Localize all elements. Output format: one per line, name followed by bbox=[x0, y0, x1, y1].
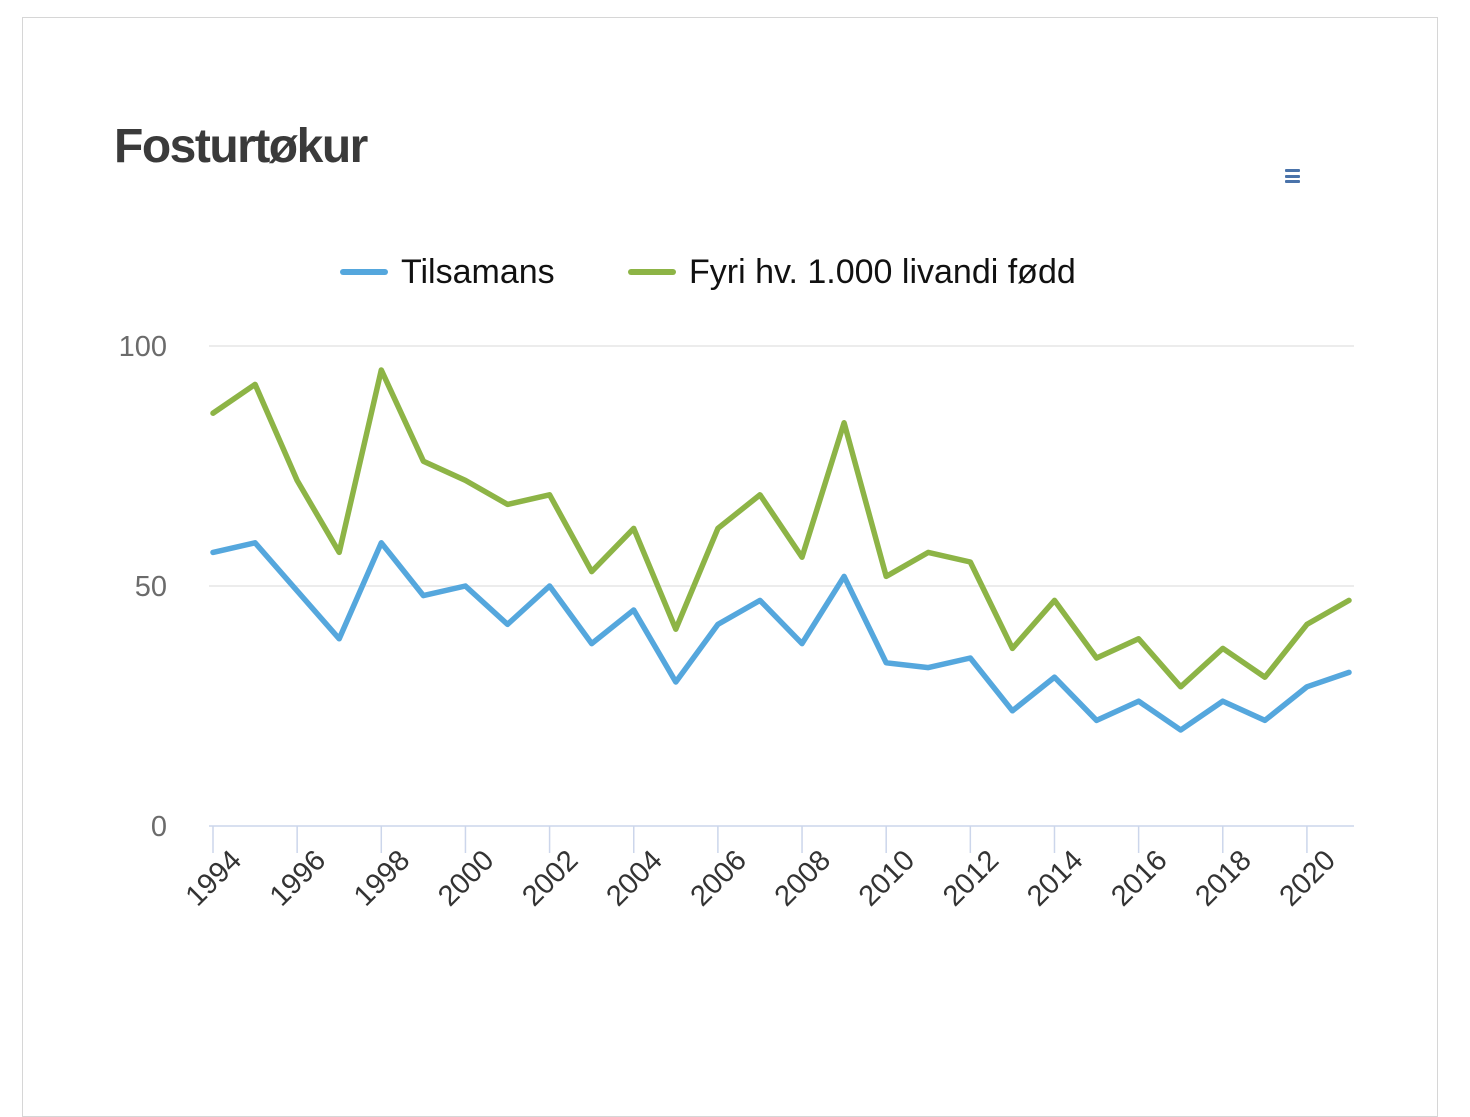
x-axis-label: 1994 bbox=[180, 844, 248, 912]
x-axis-label: 1996 bbox=[264, 844, 332, 912]
hamburger-icon-bar bbox=[1284, 174, 1300, 178]
x-axis-label: 2014 bbox=[1021, 844, 1089, 912]
x-axis-label: 2006 bbox=[685, 844, 753, 912]
legend-item-rate[interactable]: Fyri hv. 1.000 livandi fødd bbox=[628, 252, 1076, 292]
x-axis-label: 2018 bbox=[1189, 844, 1257, 912]
series-line-tilsamans bbox=[210, 540, 1352, 733]
x-axis-label: 1998 bbox=[348, 844, 416, 912]
x-axis-label: 2008 bbox=[769, 844, 837, 912]
legend-swatch-tilsamans bbox=[340, 269, 388, 275]
x-axis-label: 2010 bbox=[853, 844, 921, 912]
legend-label-rate: Fyri hv. 1.000 livandi fødd bbox=[689, 253, 1076, 291]
x-axis-label: 2012 bbox=[937, 844, 1005, 912]
legend-swatch-rate bbox=[628, 269, 676, 275]
x-axis-label: 2020 bbox=[1274, 844, 1342, 912]
hamburger-icon-bar bbox=[1284, 169, 1300, 172]
y-axis-label: 50 bbox=[135, 571, 167, 603]
y-axis-label: 100 bbox=[119, 331, 167, 363]
legend-label-tilsamans: Tilsamans bbox=[401, 253, 555, 291]
x-axis-label: 2016 bbox=[1105, 844, 1173, 912]
x-axis-label: 2002 bbox=[516, 844, 584, 912]
series-line-rate bbox=[210, 367, 1352, 690]
chart-container bbox=[22, 17, 1438, 1117]
y-axis-label: 0 bbox=[151, 811, 167, 843]
hamburger-icon-bar bbox=[1284, 180, 1300, 183]
chart-context-menu-button[interactable] bbox=[1278, 163, 1306, 189]
x-axis-label: 2000 bbox=[432, 844, 500, 912]
legend-item-tilsamans[interactable]: Tilsamans bbox=[340, 252, 555, 292]
x-axis-label: 2004 bbox=[600, 844, 668, 912]
chart-title: Fosturtøkur bbox=[114, 120, 368, 173]
